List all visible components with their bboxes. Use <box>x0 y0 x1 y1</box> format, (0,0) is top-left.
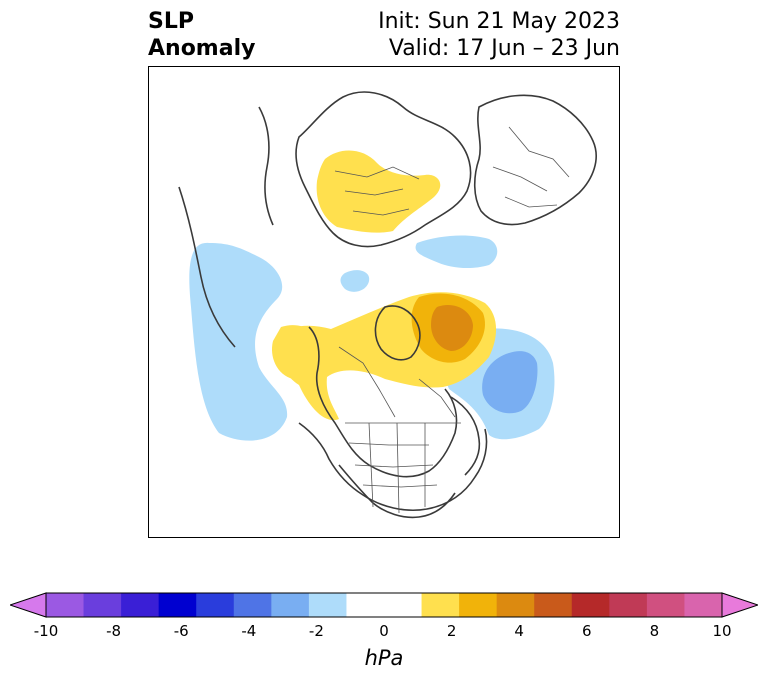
anomaly-pos-arctic <box>316 150 441 233</box>
colorbar-cell <box>609 593 648 617</box>
colorbar-cell <box>308 593 347 617</box>
anomaly-neg-west-pacific <box>189 242 288 441</box>
colorbar-tick-label: 2 <box>446 622 457 640</box>
valid-range-label: Valid: 17 Jun – 23 Jun <box>388 36 620 61</box>
anomaly-neg-atlantic-core <box>482 351 538 414</box>
init-date-label: Init: Sun 21 May 2023 <box>378 9 620 34</box>
colorbar-cell <box>158 593 197 617</box>
colorbar-tick-label: -4 <box>241 622 257 640</box>
colorbar-cell <box>684 593 723 617</box>
colorbar-cell <box>271 593 310 617</box>
anomaly-pos-core <box>431 305 473 351</box>
colorbar-tick-label: -2 <box>308 622 324 640</box>
colorbar-cell <box>233 593 272 617</box>
colorbar-cell <box>534 593 573 617</box>
political-borders <box>334 126 570 514</box>
colorbar-cell <box>384 593 423 617</box>
colorbar-tick-label: 0 <box>379 622 389 640</box>
colorbar-cell <box>196 593 235 617</box>
title-variable: SLP <box>148 9 194 34</box>
colorbar-tick-label: 4 <box>514 622 524 640</box>
colorbar-extend-max <box>721 592 758 618</box>
anomaly-neg-small <box>340 270 370 292</box>
colorbar-units-label: hPa <box>364 646 404 670</box>
colorbar-cell <box>459 593 498 617</box>
colorbar-tick-label: 10 <box>712 622 732 640</box>
colorbar-cell <box>83 593 122 617</box>
colorbar-outline <box>45 592 723 618</box>
map-panel <box>148 66 620 538</box>
title-variable-type: Anomaly <box>148 36 256 61</box>
map-title: SLP Anomaly <box>148 8 255 62</box>
anomaly-map <box>178 91 597 519</box>
colorbar-cell <box>571 593 610 617</box>
coastlines <box>178 91 597 519</box>
colorbar-tick-label: -8 <box>106 622 122 640</box>
colorbar-cells <box>46 593 723 617</box>
colorbar <box>10 592 758 618</box>
colorbar-extend-min <box>10 592 47 618</box>
colorbar-cell <box>646 593 685 617</box>
colorbar-tick-labels: -10 -8 -6 -4 -2 0 2 4 6 8 10 <box>0 622 768 642</box>
anomaly-neg-siberia <box>415 235 498 269</box>
colorbar-cell <box>421 593 460 617</box>
map-dates: Init: Sun 21 May 2023 Valid: 17 Jun – 23… <box>378 8 620 62</box>
colorbar-cell <box>46 593 85 617</box>
colorbar-tick-label: 8 <box>649 622 660 640</box>
colorbar-tick-label: -10 <box>33 622 59 640</box>
colorbar-cell <box>346 593 385 617</box>
colorbar-cell <box>496 593 535 617</box>
colorbar-cell <box>121 593 160 617</box>
colorbar-tick-label: 6 <box>582 622 592 640</box>
colorbar-tick-label: -6 <box>173 622 189 640</box>
anomaly-pos-pac-nw <box>271 325 324 380</box>
